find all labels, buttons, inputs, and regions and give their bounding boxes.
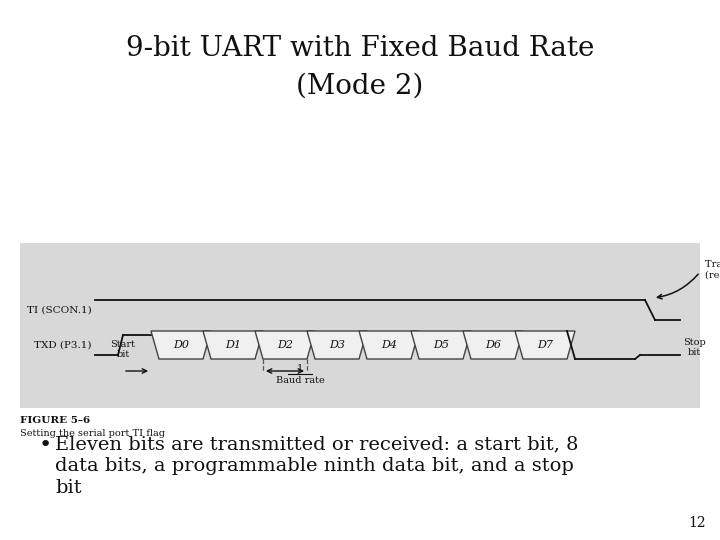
Text: D2: D2 <box>277 340 293 350</box>
Text: D4: D4 <box>381 340 397 350</box>
Text: Transmit interrupt
(read for more data): Transmit interrupt (read for more data) <box>705 260 720 280</box>
Text: Baud rate: Baud rate <box>276 376 325 385</box>
Polygon shape <box>255 331 315 359</box>
Text: FIGURE 5–6: FIGURE 5–6 <box>20 416 90 425</box>
Text: Setting the serial port TI flag: Setting the serial port TI flag <box>20 429 165 438</box>
Text: TXD (P3.1): TXD (P3.1) <box>35 341 92 349</box>
Text: 1: 1 <box>297 364 303 373</box>
Text: D0: D0 <box>173 340 189 350</box>
Polygon shape <box>151 331 211 359</box>
Polygon shape <box>307 331 367 359</box>
Text: D3: D3 <box>329 340 345 350</box>
Text: 12: 12 <box>688 516 706 530</box>
Text: bit: bit <box>55 479 81 497</box>
Text: data bits, a programmable ninth data bit, and a stop: data bits, a programmable ninth data bit… <box>55 457 574 475</box>
Text: Eleven bits are transmitted or received: a start bit, 8: Eleven bits are transmitted or received:… <box>55 435 578 453</box>
Polygon shape <box>515 331 575 359</box>
Text: •: • <box>38 435 52 455</box>
Text: TI (SCON.1): TI (SCON.1) <box>27 306 92 314</box>
Text: D6: D6 <box>485 340 501 350</box>
Polygon shape <box>411 331 471 359</box>
Bar <box>20 243 700 408</box>
Text: Stop
bit: Stop bit <box>683 338 706 357</box>
Text: Start
bit: Start bit <box>110 340 135 359</box>
Polygon shape <box>463 331 523 359</box>
Polygon shape <box>359 331 419 359</box>
Polygon shape <box>203 331 263 359</box>
Text: 9-bit UART with Fixed Baud Rate
(Mode 2): 9-bit UART with Fixed Baud Rate (Mode 2) <box>126 35 594 99</box>
Text: D7: D7 <box>537 340 553 350</box>
Text: D1: D1 <box>225 340 241 350</box>
Text: D5: D5 <box>433 340 449 350</box>
